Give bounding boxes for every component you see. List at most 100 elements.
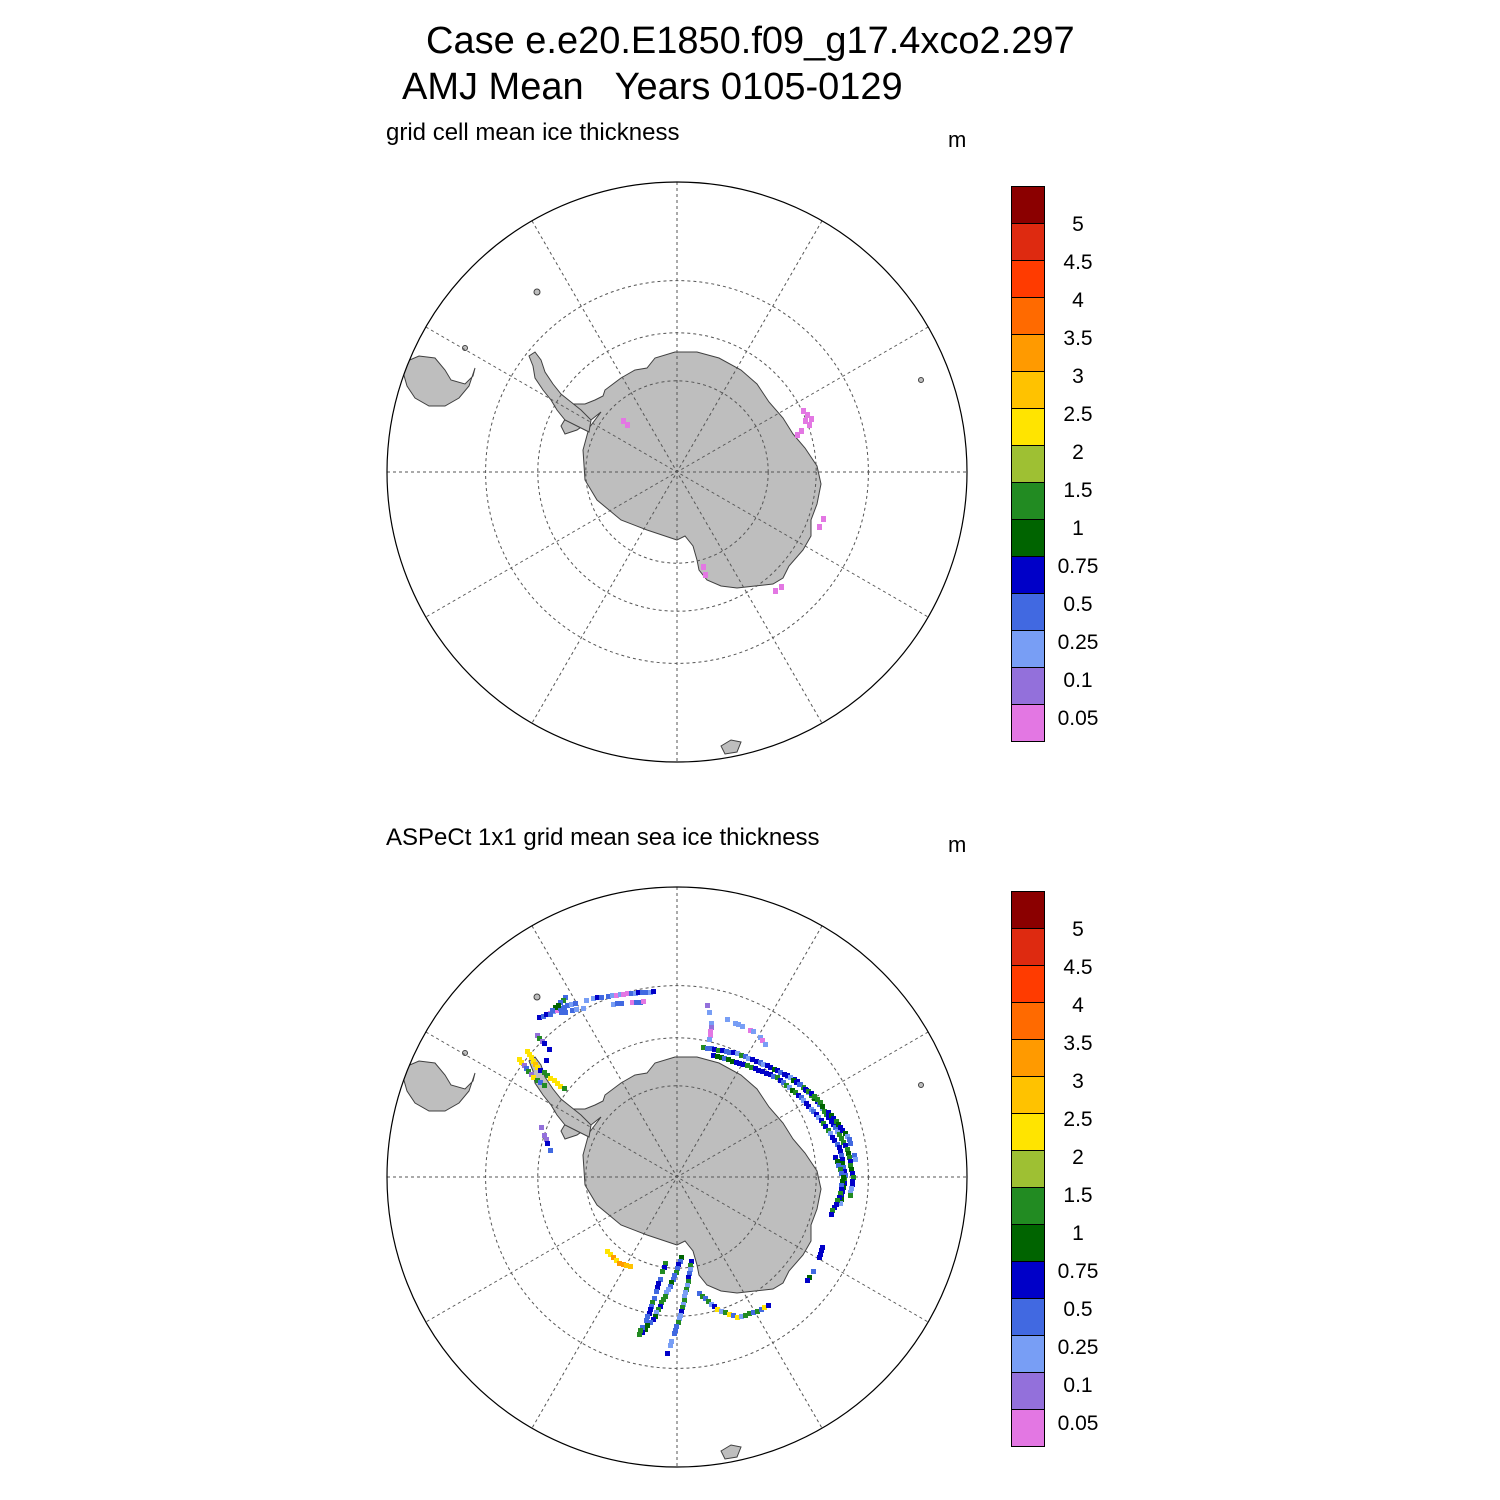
ice-cell: [660, 1269, 665, 1274]
colorbar-label: 2: [1072, 441, 1084, 464]
colorbar-label: 3: [1072, 1070, 1084, 1093]
ice-cell: [529, 1055, 534, 1060]
ice-cell: [743, 1054, 748, 1059]
ice-cell: [845, 1147, 850, 1152]
ice-cell: [653, 1314, 658, 1319]
ice-cell: [605, 1249, 610, 1254]
ice-cell: [819, 1248, 824, 1253]
ice-cell: [651, 989, 656, 994]
colorbar-swatch: [1011, 223, 1045, 261]
ice-cell: [848, 1141, 853, 1146]
island: [533, 288, 541, 296]
ice-cell: [821, 1121, 826, 1126]
ice-cell: [638, 1328, 643, 1333]
ice-cell: [517, 1057, 522, 1062]
colorbar-swatch: [1011, 965, 1045, 1003]
colorbar-label: 3: [1072, 365, 1084, 388]
colorbar-label: 5: [1072, 918, 1084, 941]
ice-cell: [537, 1015, 542, 1020]
ice-cell: [804, 1101, 809, 1106]
ice-cell: [805, 412, 810, 418]
ice-cell: [675, 1266, 680, 1271]
colorbar-swatch: [1011, 1150, 1045, 1188]
ice-cell: [553, 1005, 558, 1010]
ice-cell: [850, 1171, 855, 1176]
ice-cell: [563, 1010, 568, 1015]
ice-cell: [708, 1033, 713, 1038]
ice-cell: [819, 1118, 824, 1123]
ice-cell: [740, 1024, 745, 1029]
ice-cell: [544, 1058, 549, 1063]
colorbar-label: 1: [1072, 517, 1084, 540]
colorbar-swatch: [1011, 186, 1045, 224]
ice-cell: [839, 1183, 844, 1188]
ice-cell: [755, 1309, 760, 1314]
ice-cell: [542, 1070, 547, 1075]
ice-cell: [658, 1304, 663, 1309]
ice-cell: [746, 1056, 751, 1061]
ice-cell: [837, 1195, 842, 1200]
colorbar-label: 0.25: [1057, 1336, 1099, 1359]
ice-cell: [793, 1090, 798, 1095]
ice-cell: [705, 1003, 710, 1008]
panel-2-unit: m: [948, 832, 967, 857]
ice-cell: [833, 1155, 838, 1160]
ice-cell: [829, 1212, 834, 1217]
colorbar-swatch: [1011, 1261, 1045, 1299]
ice-cell: [709, 1021, 714, 1026]
ice-cell: [733, 1021, 738, 1026]
ice-cell: [773, 588, 778, 594]
ice-cell: [830, 1135, 835, 1140]
ice-cell: [747, 1311, 752, 1316]
colorbar-label: 2.5: [1063, 1108, 1093, 1131]
ice-cell: [665, 1351, 670, 1356]
ice-cell: [668, 1343, 673, 1348]
ice-cell: [542, 1083, 547, 1088]
ice-cell: [548, 1148, 553, 1153]
ice-cell: [525, 1049, 530, 1054]
ice-cell: [621, 418, 626, 424]
ice-cell: [775, 1075, 780, 1080]
ice-cell: [526, 1069, 531, 1074]
ice-cell: [835, 1142, 840, 1147]
ice-cell: [781, 1080, 786, 1085]
ice-cell: [837, 1145, 842, 1150]
ice-cell: [807, 1275, 812, 1280]
ice-cell: [569, 1002, 574, 1007]
ice-cell: [680, 1305, 685, 1310]
ice-cell: [735, 1051, 740, 1056]
ice-cell: [615, 1001, 620, 1006]
ice-cell: [544, 1137, 549, 1142]
ice-cell: [784, 1083, 789, 1088]
colorbar-label: 0.25: [1057, 631, 1099, 654]
ice-cell: [826, 1115, 831, 1120]
ice-cell: [562, 1005, 567, 1010]
ice-cell: [644, 1318, 649, 1323]
ice-cell: [829, 1113, 834, 1118]
title-line-1: Case e.e20.E1850.f09_g17.4xco2.297: [426, 20, 1075, 62]
ice-cell: [751, 1029, 756, 1034]
colorbar-swatch: [1011, 519, 1045, 557]
ice-cell: [760, 1069, 765, 1074]
ice-cell: [760, 1038, 765, 1043]
colorbar-swatch: [1011, 891, 1045, 929]
ice-cell: [558, 1000, 563, 1005]
ice-cell: [685, 1283, 690, 1288]
ice-cell: [538, 1068, 543, 1073]
ice-cell: [838, 1125, 843, 1130]
ice-cell: [709, 1046, 714, 1051]
ice-cell: [681, 1302, 686, 1307]
ice-cell: [591, 996, 596, 1001]
island: [462, 1050, 468, 1056]
ice-cell: [550, 1008, 555, 1013]
ice-cell: [814, 1112, 819, 1117]
ice-cell: [656, 1281, 661, 1286]
ice-cell: [820, 1245, 825, 1250]
ice-cell: [763, 1042, 768, 1047]
ice-cell: [726, 1057, 731, 1062]
ice-cell: [839, 1136, 844, 1141]
ice-cell: [848, 1159, 853, 1164]
island: [918, 377, 924, 383]
ice-cell: [745, 1063, 750, 1068]
ice-cell: [806, 1104, 811, 1109]
